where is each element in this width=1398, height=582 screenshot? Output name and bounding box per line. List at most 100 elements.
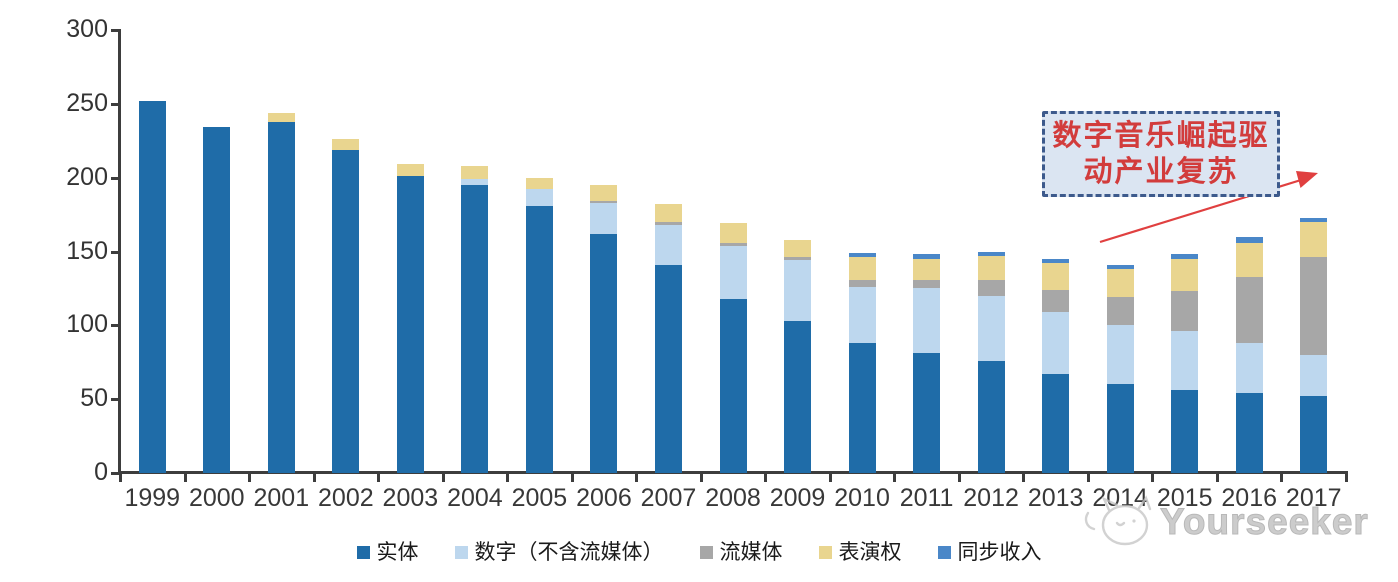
y-tick-label: 100 [66, 310, 108, 339]
x-tick-mark [1345, 472, 1348, 482]
x-axis-label: 2012 [963, 484, 1019, 512]
y-tick-label: 150 [66, 236, 108, 265]
x-tick-mark [1086, 472, 1090, 482]
x-tick-mark [893, 472, 897, 482]
y-tick-label: 0 [94, 458, 108, 486]
bar-segment [1300, 396, 1328, 473]
y-tick-label: 250 [66, 88, 108, 117]
watermark: Yourseeker [1082, 494, 1369, 550]
bar-segment [1106, 297, 1134, 326]
bar-segment [1106, 264, 1134, 270]
y-tick-mark [111, 29, 120, 32]
bar-segment [1171, 291, 1199, 332]
bar-segment [1235, 393, 1263, 473]
x-axis-label: 2010 [834, 484, 890, 512]
bar-segment [203, 127, 231, 473]
bar-segment [784, 239, 812, 258]
y-tick-mark [111, 472, 120, 475]
bar-segment [267, 121, 295, 473]
bar-segment [977, 251, 1005, 256]
x-tick-mark [1151, 472, 1155, 482]
y-tick-mark [111, 398, 120, 402]
bar-segment [1106, 325, 1134, 385]
legend-swatch [937, 545, 951, 559]
y-tick-mark [111, 250, 120, 254]
bar-segment [719, 298, 747, 473]
x-axis-label: 2004 [447, 484, 503, 512]
legend-label: 数字（不含流媒体） [474, 540, 664, 564]
x-axis-label: 2013 [1027, 484, 1084, 512]
bar-segment [913, 254, 941, 259]
legend-item: 表演权 [818, 540, 902, 564]
legend-swatch [699, 545, 713, 559]
bar-segment [590, 185, 618, 202]
bar-segment [719, 245, 747, 299]
legend-label: 实体 [376, 540, 419, 564]
y-tick-mark [111, 176, 120, 180]
bar-segment [1042, 374, 1070, 473]
y-tick-mark [111, 324, 120, 328]
y-tick-label: 300 [66, 15, 108, 43]
x-tick-mark [699, 472, 703, 482]
bar-segment [719, 223, 747, 243]
x-tick-mark [506, 472, 510, 482]
x-tick-mark [764, 472, 768, 482]
bar-segment [1042, 289, 1070, 313]
x-axis-label: 2016 [1221, 484, 1278, 512]
x-tick-mark [441, 472, 445, 482]
bar-segment [1300, 354, 1328, 397]
x-tick-mark [1022, 472, 1026, 482]
bar-segment [461, 179, 489, 186]
x-axis-label: 2017 [1285, 484, 1342, 512]
x-axis-label: 2000 [188, 484, 245, 512]
bar-segment [396, 164, 424, 177]
bar-segment [848, 257, 876, 280]
bar-segment [654, 204, 682, 222]
legend-swatch [454, 545, 468, 559]
x-tick-mark [635, 472, 639, 482]
bar-segment [590, 233, 618, 473]
legend-label: 流媒体 [719, 540, 783, 564]
bar-segment [654, 221, 682, 225]
bar-segment [138, 100, 166, 473]
bar-segment [977, 360, 1005, 473]
legend-label: 表演权 [838, 540, 902, 564]
bar-segment [1171, 331, 1199, 391]
bar-segment [1300, 257, 1328, 355]
x-tick-mark [377, 472, 381, 482]
annotation-callout: 数字音乐崛起驱 动产业复苏 [1042, 111, 1280, 197]
legend-item: 实体 [356, 540, 419, 564]
x-axis-label: 2011 [899, 484, 954, 512]
legend-item: 流媒体 [699, 540, 783, 564]
bar-segment [1235, 236, 1263, 243]
bar-segment [1042, 263, 1070, 290]
bar-segment [525, 189, 553, 206]
x-tick-mark [312, 472, 316, 482]
legend-item: 同步收入 [937, 541, 1042, 563]
bar-segment [784, 257, 812, 261]
bar-segment [848, 252, 876, 258]
y-tick-label: 50 [80, 384, 108, 413]
chart-legend: 实体 数字（不含流媒体） 流媒体 表演权 同步收入 [0, 541, 1398, 563]
x-axis-label: 2008 [705, 484, 761, 512]
bar-segment [977, 295, 1005, 361]
bar-segment [525, 177, 553, 190]
bar-segment [461, 165, 489, 180]
x-tick-mark [1215, 472, 1219, 482]
annotation-text-line2: 动产业复苏 [1083, 156, 1239, 188]
bar-segment [1171, 258, 1199, 292]
bar-segment [913, 258, 941, 280]
cat-face-icon [1084, 495, 1152, 546]
bar-segment [590, 202, 618, 234]
bar-segment [1235, 242, 1263, 277]
x-axis-label: 2003 [382, 484, 439, 512]
bar-segment [332, 149, 360, 473]
x-tick-mark [957, 472, 961, 482]
bar-segment [1300, 217, 1328, 222]
bar-segment [1171, 390, 1199, 473]
x-tick-mark [119, 472, 122, 482]
bar-segment [590, 201, 618, 203]
x-axis-label: 2009 [769, 484, 826, 512]
bar-segment [1042, 258, 1070, 264]
bar-segment [1235, 343, 1263, 394]
